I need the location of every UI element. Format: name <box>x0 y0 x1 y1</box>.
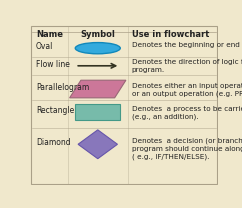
Text: Use in flowchart: Use in flowchart <box>132 30 209 39</box>
Text: Denotes the direction of logic flow in a
program.: Denotes the direction of logic flow in a… <box>132 59 242 73</box>
Polygon shape <box>70 80 126 98</box>
Ellipse shape <box>75 43 120 54</box>
Text: Diamond: Diamond <box>36 138 70 147</box>
Polygon shape <box>78 130 117 159</box>
Text: Symbol: Symbol <box>80 30 115 39</box>
Text: Name: Name <box>36 30 63 39</box>
Text: Denotes the beginning or end of a program.: Denotes the beginning or end of a progra… <box>132 42 242 48</box>
Text: Denotes either an input operation (e.g., INPUT)
or an output operation (e.g. PRI: Denotes either an input operation (e.g.,… <box>132 83 242 97</box>
Bar <box>75 104 120 120</box>
Text: Parallelogram: Parallelogram <box>36 83 89 92</box>
Text: Flow line: Flow line <box>36 60 70 69</box>
Text: Denotes  a process to be carried out
(e.g., an addition).: Denotes a process to be carried out (e.g… <box>132 106 242 120</box>
Text: Denotes  a decision (or branch) to be made. The
program should continue along on: Denotes a decision (or branch) to be mad… <box>132 138 242 160</box>
Text: Oval: Oval <box>36 42 53 51</box>
Text: Rectangle: Rectangle <box>36 106 74 115</box>
